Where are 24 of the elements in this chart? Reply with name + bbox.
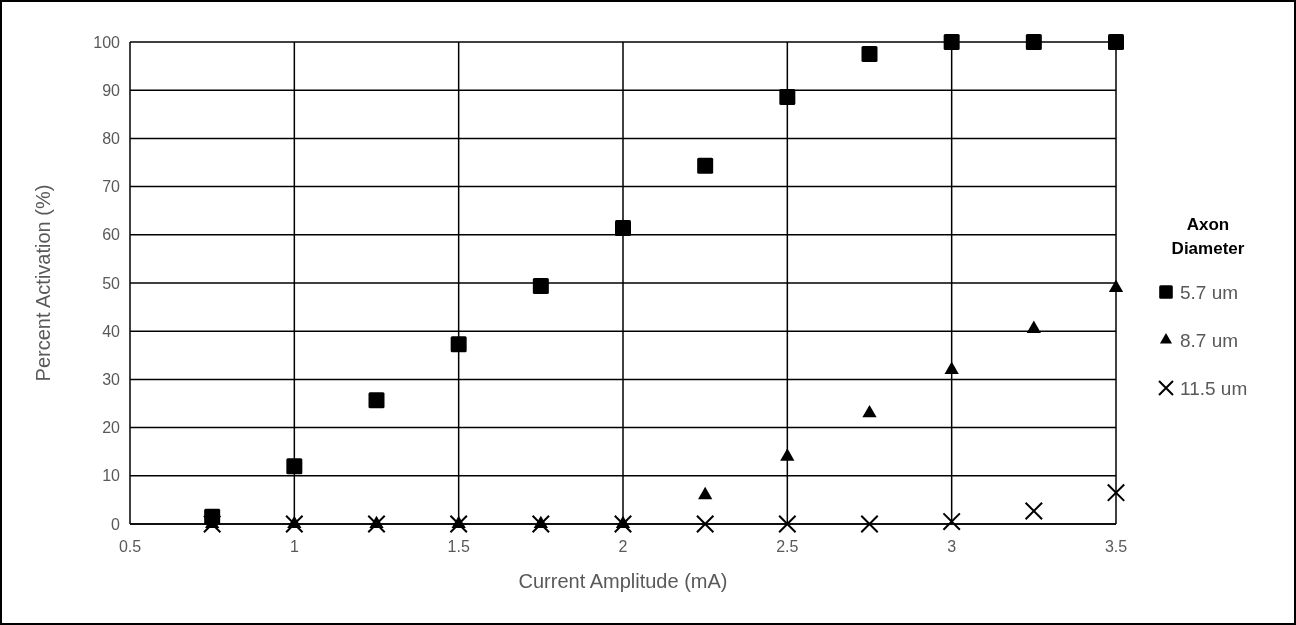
y-tick-label: 70 bbox=[102, 178, 121, 196]
y-axis-title: Percent Activation (%) bbox=[32, 184, 54, 382]
x-tick-label: 2 bbox=[618, 538, 628, 555]
x-tick-label: 1 bbox=[289, 538, 299, 555]
legend-label: 11.5 um bbox=[1180, 377, 1248, 399]
x-tick-label: 3 bbox=[947, 538, 957, 555]
y-tick-label: 30 bbox=[102, 371, 121, 388]
legend-label: 5.7 um bbox=[1180, 281, 1239, 303]
y-tick-label: 90 bbox=[102, 81, 121, 99]
x-tick-label: 3.5 bbox=[1104, 538, 1128, 555]
x-tick-label: 2.5 bbox=[776, 538, 799, 555]
y-tick-label: 20 bbox=[102, 419, 121, 437]
x-tick-label: 0.5 bbox=[118, 538, 142, 555]
y-tick-label: 60 bbox=[102, 226, 121, 244]
x-axis-title: Current Amplitude (mA) bbox=[518, 570, 728, 592]
y-tick-label: 100 bbox=[93, 33, 121, 51]
legend-label: 8.7 um bbox=[1180, 329, 1239, 351]
y-tick-label: 50 bbox=[102, 274, 121, 292]
legend-title: Axon Diameter bbox=[1171, 215, 1245, 258]
y-tick-label: 10 bbox=[102, 467, 121, 485]
x-tick-label: 1.5 bbox=[447, 538, 470, 555]
y-tick-label: 40 bbox=[102, 322, 121, 340]
y-tick-label: 80 bbox=[102, 130, 121, 147]
y-tick-label: 0 bbox=[111, 515, 121, 533]
